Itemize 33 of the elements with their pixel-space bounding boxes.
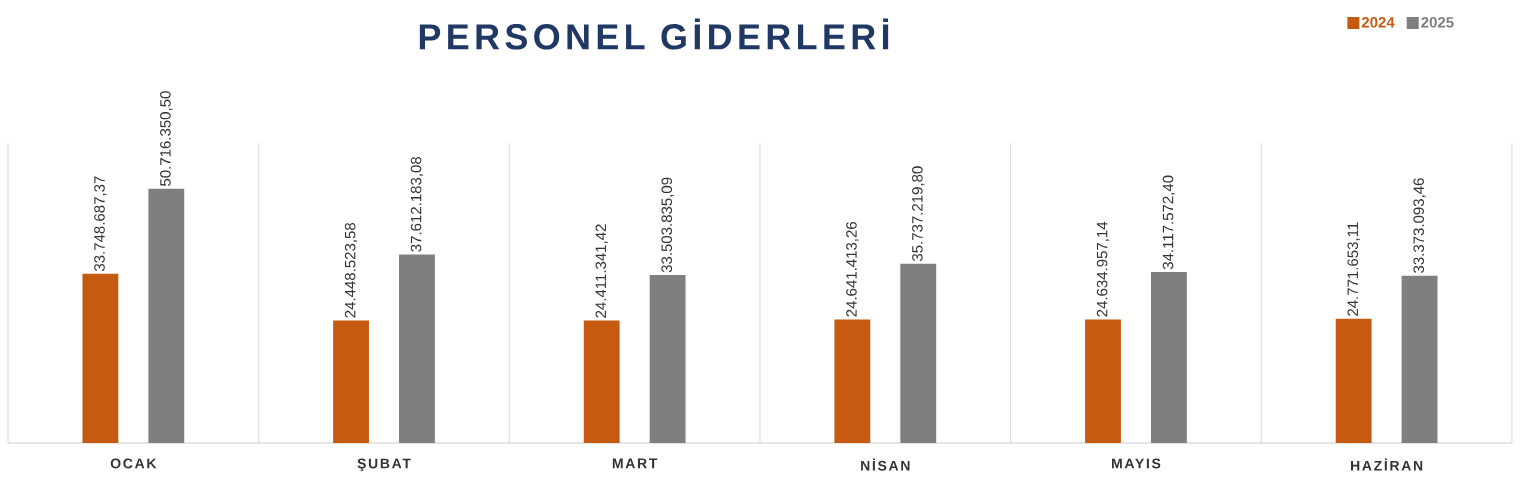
bar xyxy=(1401,275,1438,443)
legend-label: 2025 xyxy=(1421,17,1454,28)
data-label: 24.771.653,11 xyxy=(1347,222,1360,316)
bar xyxy=(649,275,686,443)
bar xyxy=(1085,319,1121,443)
x-tick-label: NİSAN xyxy=(861,458,910,471)
x-tick-label: MART xyxy=(612,458,658,469)
bar xyxy=(333,320,369,443)
data-label: 35.737.219,80 xyxy=(912,166,925,262)
bar xyxy=(1335,318,1372,443)
data-label: 24.641.413,26 xyxy=(846,222,859,317)
bar xyxy=(82,273,119,443)
data-label: 24.411.341,42 xyxy=(595,224,608,318)
bar xyxy=(148,188,185,443)
data-label: 24.634.957,14 xyxy=(1096,221,1110,317)
bar xyxy=(900,263,937,443)
bar xyxy=(1151,271,1187,443)
x-tick-label: OCAK xyxy=(110,458,157,469)
legend-label: 2024 xyxy=(1361,17,1395,28)
x-tick-label: MAYIS xyxy=(1112,458,1161,469)
data-label: 33.373.093,46 xyxy=(1413,178,1426,273)
x-tick-label: ŞUBAT xyxy=(357,458,411,472)
data-label: 24.448.523,58 xyxy=(344,222,358,318)
bar xyxy=(834,319,871,443)
data-label: 37.612.183,08 xyxy=(410,156,424,252)
chart-title: PERSONEL GİDERLERİ xyxy=(419,18,889,50)
data-label: 33.748.687,37 xyxy=(94,176,107,272)
bar xyxy=(583,320,620,443)
x-tick-label: HAZİRAN xyxy=(1351,458,1423,471)
data-label: 50.716.350,50 xyxy=(160,91,173,186)
data-label: 34.117.572,40 xyxy=(1162,175,1176,270)
bar xyxy=(399,254,435,443)
data-label: 33.503.835,09 xyxy=(661,177,674,273)
